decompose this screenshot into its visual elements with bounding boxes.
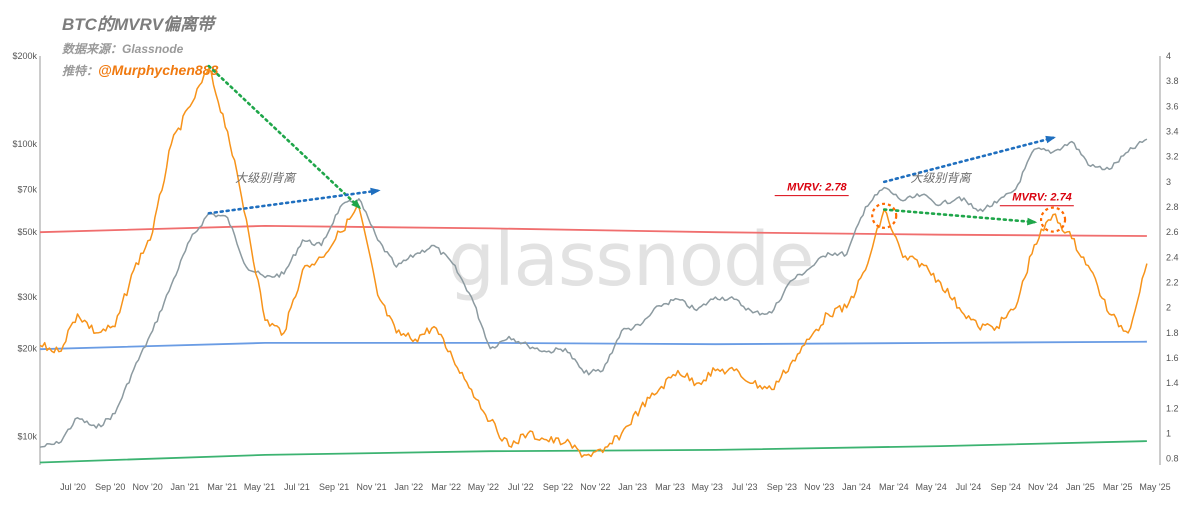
x-tick-label: Jan '23 (618, 482, 647, 492)
left-y-tick-label: $70k (17, 184, 37, 194)
divergence-annotation: 大级别背离 (910, 171, 972, 185)
x-tick-label: May '24 (916, 482, 947, 492)
right-y-tick-label: 1.4 (1166, 378, 1179, 388)
x-tick-label: Sep '20 (95, 482, 125, 492)
right-y-tick-label: 1.2 (1166, 403, 1179, 413)
right-y-tick-label: 3.2 (1166, 152, 1179, 162)
right-y-tick-label: 4 (1166, 51, 1171, 61)
x-tick-label: Nov '24 (1028, 482, 1058, 492)
x-tick-label: Mar '21 (207, 482, 237, 492)
x-tick-label: Mar '24 (879, 482, 909, 492)
trendline-arrowhead (1026, 217, 1038, 226)
x-tick-label: Jan '24 (842, 482, 871, 492)
x-tick-label: Sep '22 (543, 482, 573, 492)
mvrv-annotation: MVRV: 2.78 (787, 182, 847, 194)
right-y-tick-label: 2.6 (1166, 227, 1179, 237)
x-tick-label: Nov '21 (356, 482, 386, 492)
trendline (882, 136, 1055, 184)
x-tick-label: Jul '23 (732, 482, 758, 492)
left-y-tick-label: $200k (12, 51, 37, 61)
x-tick-label: Mar '23 (655, 482, 685, 492)
right-y-tick-label: 1.6 (1166, 353, 1179, 363)
right-y-tick-label: 2.8 (1166, 202, 1179, 212)
highlight-circle (871, 202, 898, 229)
trendline-arrowhead (351, 199, 362, 210)
trendline-arrowhead (370, 187, 381, 196)
x-tick-label: Jul '20 (60, 482, 86, 492)
right-y-tick-label: 3.4 (1166, 127, 1179, 137)
trendline (207, 64, 361, 209)
x-tick-label: May '21 (244, 482, 275, 492)
left-y-tick-label: $10k (17, 432, 37, 442)
credit-prefix: 推特： (62, 64, 99, 78)
right-y-tick-label: 0.8 (1166, 454, 1179, 464)
right-y-tick-label: 2.2 (1166, 278, 1179, 288)
x-tick-label: Jul '21 (284, 482, 310, 492)
trendline-arrowhead (1045, 135, 1056, 144)
x-tick-label: Jul '24 (956, 482, 982, 492)
right-y-tick-label: 3.8 (1166, 76, 1179, 86)
divergence-annotation: 大级别背离 (235, 171, 297, 185)
x-tick-label: Nov '22 (580, 482, 610, 492)
blue-band-line (39, 340, 1147, 351)
x-tick-label: Nov '23 (804, 482, 834, 492)
price-series-line (39, 138, 1148, 448)
right-y-tick-label: 3 (1166, 177, 1171, 187)
left-y-tick-label: $50k (17, 227, 37, 237)
left-y-tick-label: $30k (17, 292, 37, 302)
x-tick-label: Jul '22 (508, 482, 534, 492)
x-tick-label: Jan '25 (1066, 482, 1095, 492)
x-tick-label: May '22 (468, 482, 499, 492)
chart-title: BTC的MVRV偏离带 (62, 15, 215, 34)
x-tick-label: Sep '21 (319, 482, 349, 492)
x-tick-label: May '23 (692, 482, 723, 492)
x-tick-label: Mar '22 (431, 482, 461, 492)
x-tick-label: Jan '22 (394, 482, 423, 492)
highlight-circle (1039, 206, 1067, 233)
x-tick-label: Sep '23 (767, 482, 797, 492)
x-tick-label: Nov '20 (133, 482, 163, 492)
x-tick-label: Sep '24 (991, 482, 1021, 492)
trendline (207, 189, 379, 215)
right-y-tick-label: 3.6 (1166, 101, 1179, 111)
left-y-tick-label: $20k (17, 344, 37, 354)
right-y-tick-label: 1.8 (1166, 328, 1179, 338)
right-y-tick-label: 1 (1166, 429, 1171, 439)
x-tick-label: May '25 (1139, 482, 1170, 492)
trendline (882, 208, 1036, 224)
mvrv-annotation: MVRV: 2.74 (1012, 192, 1072, 204)
x-tick-label: Mar '25 (1103, 482, 1133, 492)
right-y-tick-label: 2 (1166, 303, 1171, 313)
right-y-tick-label: 2.4 (1166, 252, 1179, 262)
credit-handle[interactable]: @Murphychen888 (98, 62, 219, 78)
data-source: 数据来源：Glassnode (62, 42, 184, 56)
red-band-line (39, 224, 1147, 237)
mvrv-series-line (39, 67, 1148, 458)
left-y-tick-label: $100k (12, 139, 37, 149)
credit: 推特：@Murphychen888 (62, 62, 218, 79)
x-tick-label: Jan '21 (171, 482, 200, 492)
